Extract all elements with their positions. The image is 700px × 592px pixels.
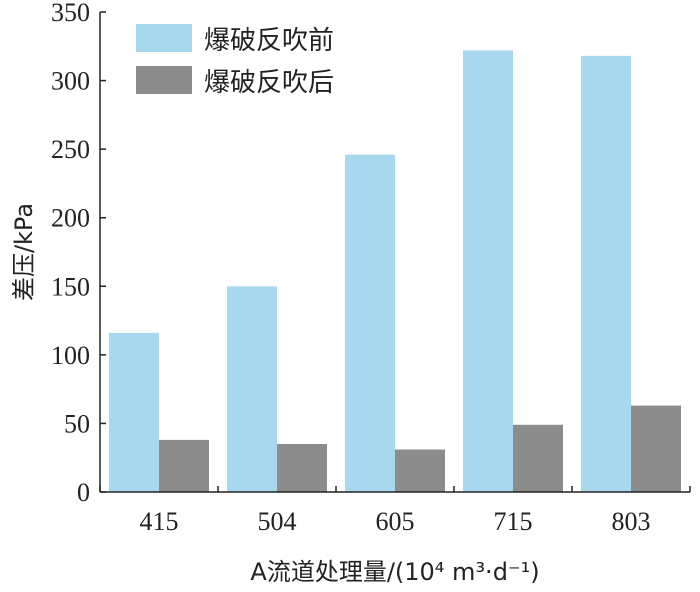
y-tick-label: 0 bbox=[77, 478, 90, 507]
bar-415-series-2 bbox=[159, 439, 209, 492]
legend-swatch-1 bbox=[136, 24, 192, 52]
y-tick-label: 100 bbox=[51, 341, 90, 370]
legend-label-2: 爆破反吹后 bbox=[204, 68, 334, 98]
y-tick-label: 300 bbox=[51, 67, 90, 96]
y-tick-label: 250 bbox=[51, 135, 90, 164]
x-tick-label: 803 bbox=[612, 507, 651, 536]
bar-504-series-1 bbox=[227, 286, 277, 492]
bar-715-series-2 bbox=[513, 424, 563, 492]
x-tick-label: 415 bbox=[140, 507, 179, 536]
y-tick-label: 50 bbox=[64, 409, 90, 438]
x-tick-label: 605 bbox=[376, 507, 415, 536]
bars-layer bbox=[109, 50, 681, 493]
bar-605-series-2 bbox=[395, 449, 445, 492]
y-tick-label: 150 bbox=[51, 272, 90, 301]
y-tick-label: 350 bbox=[51, 0, 90, 27]
legend-swatch-2 bbox=[136, 66, 192, 94]
bar-715-series-1 bbox=[463, 50, 513, 493]
bar-504-series-2 bbox=[277, 444, 327, 492]
y-axis-title: 差压/kPa bbox=[10, 203, 38, 301]
x-tick-label: 504 bbox=[258, 507, 297, 536]
bar-415-series-1 bbox=[109, 332, 159, 492]
x-tick-label: 715 bbox=[494, 507, 533, 536]
legend-label-1: 爆破反吹前 bbox=[204, 26, 334, 56]
y-tick-label: 200 bbox=[51, 204, 90, 233]
axes-layer: 415 504 605 715 803 0 50 100 150 200 250 300 350 bbox=[51, 0, 691, 536]
x-axis-title: A流道处理量/(10⁴ m³·d⁻¹) bbox=[250, 558, 539, 586]
bar-605-series-1 bbox=[345, 154, 395, 492]
bar-803-series-1 bbox=[581, 55, 631, 493]
bar-803-series-2 bbox=[631, 405, 681, 492]
